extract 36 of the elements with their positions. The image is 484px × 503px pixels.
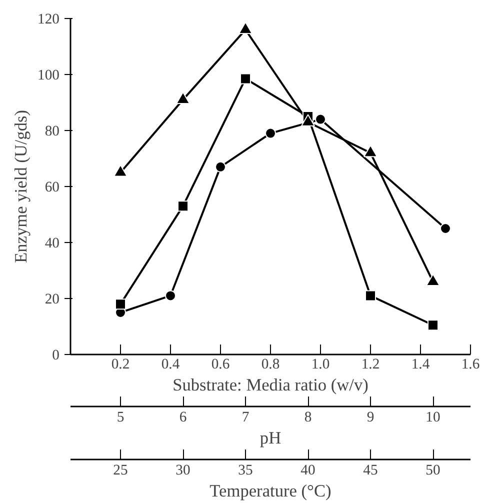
point [440,223,451,234]
text: 30 [176,462,190,478]
x-tick-label: 1.6 [461,356,480,372]
x2-tick-label: 5 [116,410,124,426]
x-tick-label: 0.6 [211,356,230,372]
x-tick-label: 1.4 [411,356,430,372]
y-tick-label: 0 [52,348,60,364]
y-tick-label: 20 [44,292,60,308]
point [315,114,326,125]
x2-tick-label: 10 [426,410,440,426]
text: 25 [113,462,128,478]
text: 35 [238,462,253,478]
x2-tick-label: 6 [179,410,187,426]
y-tick-label: 60 [44,180,60,196]
point [165,290,176,302]
x-tick-label: 0.2 [111,356,130,372]
x2-tick-label: 7 [242,410,250,426]
y-tick-label: 120 [38,12,60,28]
y-tick-label: 40 [44,236,60,252]
x2-tick-label: 8 [304,410,312,426]
x-axis-title: Substrate: Media ratio (w/v) [172,376,369,394]
text: Temperature (°C) [210,482,332,500]
y-axis-title: Enzyme yield (U/gds) [12,110,31,264]
text: 40 [300,462,316,478]
y-tick-label: 100 [38,68,60,84]
point [265,128,276,139]
x2-axis-title: pH [260,428,282,448]
x-tick-label: 0.4 [161,356,180,372]
text: 45 [363,462,378,478]
x2-tick-label: 9 [366,410,374,426]
x-tick-label: 1.2 [361,356,380,372]
text: 50 [426,462,440,478]
x-tick-label: 0.8 [261,356,280,372]
y-tick-label: 80 [44,124,60,140]
point [215,161,226,172]
x-tick-label: 1.0 [311,356,330,372]
